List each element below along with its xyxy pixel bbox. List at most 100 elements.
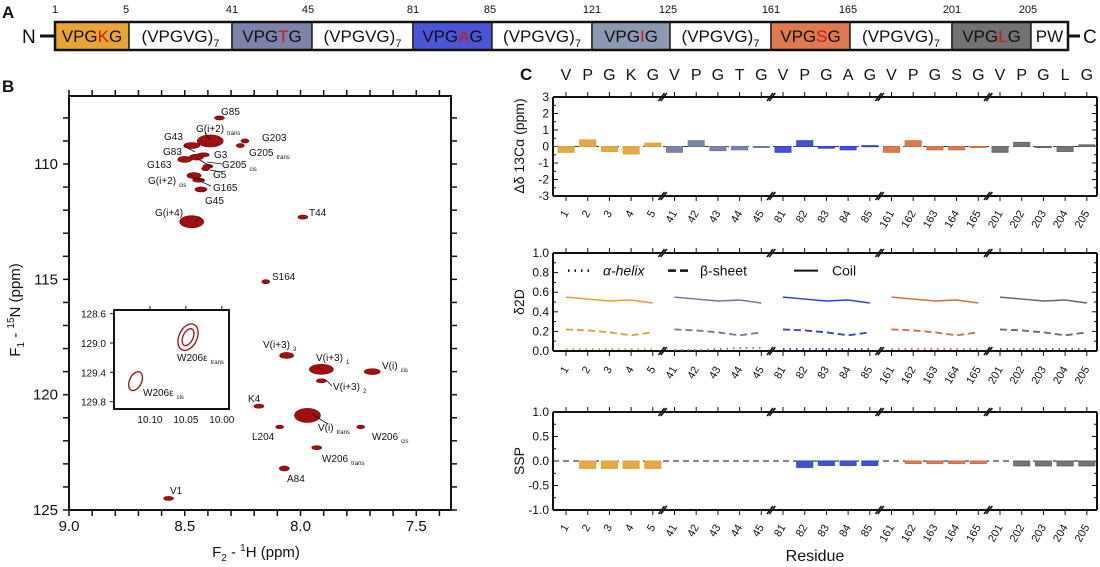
x-tick-label: 201 (986, 209, 1006, 231)
peak-name: G45 (205, 196, 224, 207)
peak-name: V(i) (318, 423, 334, 434)
segment-text: VPG (962, 27, 998, 46)
bar (969, 460, 987, 464)
y-tick-label: 0.2 (532, 324, 549, 338)
inset-peak-label: W206ε trans (177, 353, 224, 366)
x-tick-label: 4 (623, 523, 636, 534)
y-tick-label: 0.6 (532, 285, 549, 299)
bar (904, 460, 922, 464)
residue-number: 45 (302, 4, 314, 16)
axis-break-mark (874, 346, 883, 356)
bar (600, 146, 618, 152)
legend-helix-label: α-helix (603, 263, 645, 279)
x-title-part: F (212, 544, 221, 561)
sequence-letter: G (864, 67, 876, 84)
peak-subscript: 3 (293, 347, 297, 353)
segment-text: G (1008, 27, 1021, 46)
peak-subscript: trans (276, 155, 289, 161)
coil-population-line (891, 296, 979, 304)
inset-y-tick-label: 129.8 (81, 398, 106, 409)
bar (796, 140, 814, 148)
peak (192, 177, 205, 183)
peak-name: G3 (214, 150, 228, 161)
peak (194, 186, 208, 193)
x-tick-label: 3 (602, 523, 615, 534)
segment-label: VPGSG (780, 27, 840, 46)
peak-leader-line (311, 413, 329, 425)
residue-number: 125 (659, 4, 677, 16)
peak (275, 424, 284, 430)
bar (904, 140, 922, 148)
sequence-letter: P (1016, 67, 1027, 84)
bar (796, 460, 814, 468)
peak-leader-line (191, 177, 205, 181)
segment-label: (VPGVG)7 (324, 27, 402, 50)
y-axis-title: δ2D (511, 289, 527, 315)
bar (644, 460, 662, 469)
sequence-segment (491, 21, 593, 51)
sequence-letter: G (820, 67, 832, 84)
y-axis-title: SSP (511, 447, 527, 475)
x-tick-label: 81 (772, 365, 789, 382)
peak-leader-line (195, 157, 213, 168)
axis-break-mark (983, 407, 991, 417)
x-tick-label: 205 (1073, 209, 1093, 231)
peak-label: T44 (309, 208, 327, 219)
segment-text: VPG (62, 27, 98, 46)
bar (969, 146, 987, 148)
sequence-letter: G (603, 67, 615, 84)
x-tick-label: 83 (815, 365, 832, 382)
peak-name: G(i+2) (148, 176, 176, 187)
y-tick-label: -1.0 (528, 503, 549, 517)
residue-number: 81 (407, 4, 419, 16)
peak (279, 465, 290, 472)
segment-text: G (645, 27, 658, 46)
bar (600, 460, 618, 469)
x-tick-label: 164 (943, 209, 963, 231)
axis-break-mark (874, 191, 883, 201)
x-tick-label: 43 (707, 209, 724, 226)
y-tick-label: 115 (34, 271, 58, 288)
y-tick-label: 110 (34, 156, 58, 173)
segment-label: VPGTG (242, 27, 302, 46)
x-tick-label: 163 (921, 209, 941, 231)
x-tick-label: 85 (859, 365, 876, 382)
bar (1034, 146, 1052, 148)
bar (861, 460, 879, 466)
x-tick-label: 44 (729, 523, 746, 540)
panel-label-a: A (2, 3, 14, 22)
segment-text: (VPGVG) (324, 27, 396, 46)
y-tick-label: -1 (538, 156, 549, 170)
x-tick-label: 205 (1073, 365, 1093, 387)
peak-name: G43 (164, 132, 183, 143)
y-axis-title: F1 - 15N (ppm) (6, 263, 27, 356)
inset-y-tick-label: 129.4 (81, 368, 106, 379)
y-title-part: F (7, 348, 24, 357)
inset-x-tick-label: 10.05 (173, 415, 198, 426)
peak (177, 156, 193, 163)
x-tick-label: 42 (685, 365, 702, 382)
peak-subscript: cis (249, 167, 256, 173)
sequence-letter: P (799, 67, 810, 84)
peak (201, 166, 210, 171)
peak-label: G163 (147, 160, 172, 171)
residue-number: 5 (123, 4, 129, 16)
x-axis-title: Residue (786, 548, 845, 565)
x-tick-label: 163 (921, 365, 941, 387)
segment-label: (VPGVG)7 (862, 27, 940, 50)
x-tick-label: 202 (1008, 365, 1028, 387)
bar (774, 146, 792, 153)
x-tick-label: 45 (750, 365, 767, 382)
peak-name: W206 (322, 454, 349, 465)
x-tick-label: 82 (794, 209, 811, 226)
sheet-population-line (782, 328, 870, 337)
peak-name: T44 (309, 208, 327, 219)
peak (196, 152, 210, 158)
segment-text: (VPGVG) (142, 27, 214, 46)
peak-leader-line (183, 145, 196, 153)
x-tick-label: 5 (645, 365, 658, 376)
peak-subscript: cis (401, 368, 408, 374)
x-tick-label: 2 (580, 209, 593, 220)
peak-label: V(i+3) 1 (316, 353, 350, 366)
